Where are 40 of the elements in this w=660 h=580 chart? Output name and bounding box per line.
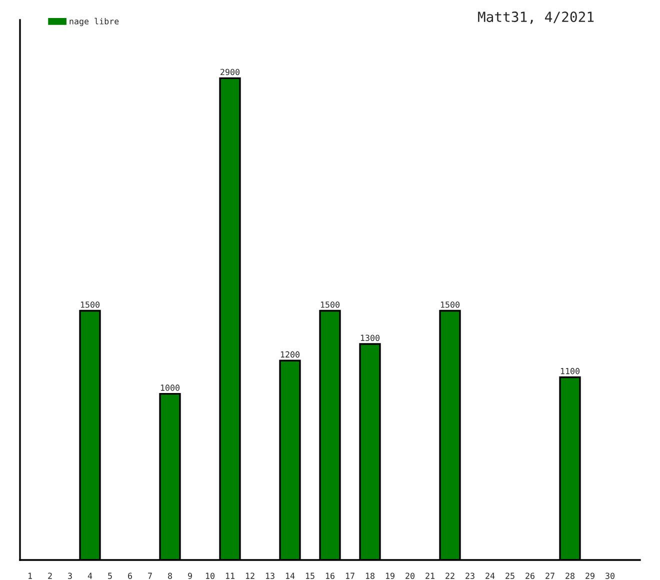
x-tick-label: 7 [148, 572, 152, 579]
x-tick-label: 12 [246, 572, 254, 579]
x-tick-label: 8 [168, 572, 172, 579]
x-tick-label: 5 [108, 572, 112, 579]
x-tick-label: 11 [226, 572, 234, 579]
x-tick-label: 18 [366, 572, 374, 579]
x-tick-label: 16 [326, 572, 334, 579]
x-tick-label: 27 [546, 572, 554, 579]
x-tick-label: 3 [68, 572, 72, 579]
x-tick-label: 29 [586, 572, 594, 579]
x-tick-label: 6 [128, 572, 132, 579]
x-tick-label: 28 [566, 572, 574, 579]
x-tick-label: 22 [446, 572, 454, 579]
x-tick-label: 14 [286, 572, 295, 579]
chart-title: Matt31, 4/2021 [478, 12, 594, 24]
data-label: 2900 [220, 68, 240, 76]
data-label: 1500 [440, 301, 460, 308]
x-tick-label: 9 [188, 572, 192, 579]
x-tick-label: 26 [526, 572, 534, 579]
x-tick-label: 30 [606, 572, 614, 579]
legend-label: nage libre [70, 18, 119, 26]
x-tick-label: 17 [346, 572, 354, 579]
x-tick-label: 2 [48, 572, 52, 579]
x-tick-label: 24 [486, 572, 495, 579]
data-label: 1300 [360, 334, 380, 341]
data-label: 1500 [80, 301, 100, 308]
data-label: 1500 [320, 301, 340, 308]
x-tick-label: 10 [206, 572, 214, 579]
x-tick-label: 4 [88, 572, 92, 579]
x-tick-label: 19 [386, 572, 394, 579]
data-label: 1000 [160, 384, 180, 391]
x-tick-label: 23 [466, 572, 474, 579]
data-label: 1200 [280, 351, 300, 358]
x-tick-label: 13 [266, 572, 274, 579]
data-label: 1100 [560, 368, 580, 374]
x-tick-label: 15 [306, 572, 314, 579]
x-tick-label: 25 [506, 572, 514, 579]
x-tick-label: 20 [406, 572, 414, 579]
x-tick-label: 1 [28, 572, 32, 579]
x-tick-label: 21 [426, 572, 434, 579]
